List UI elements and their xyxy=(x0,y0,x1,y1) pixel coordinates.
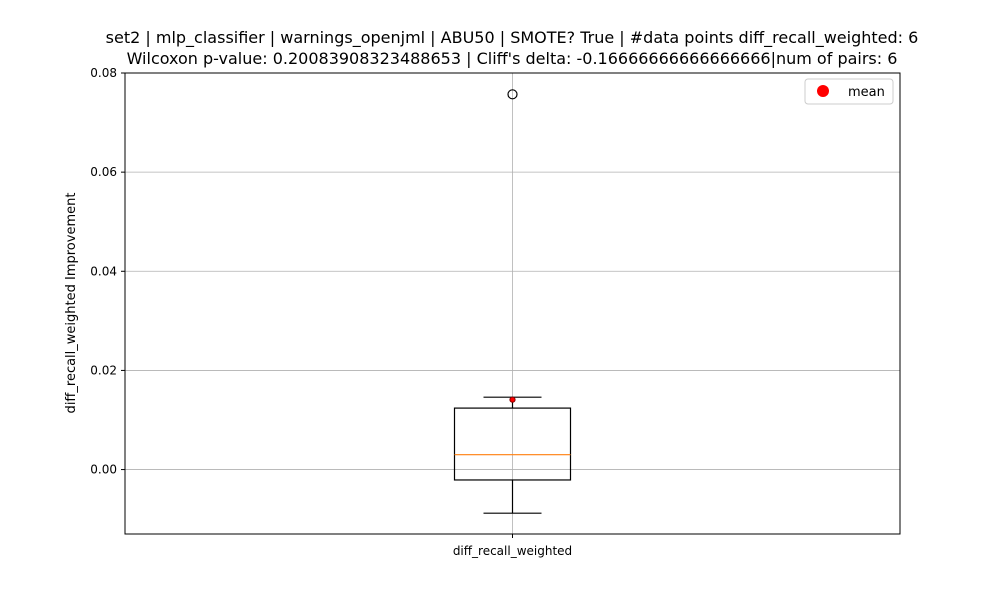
y-tick-label: 0.08 xyxy=(90,66,117,80)
plot-area xyxy=(453,89,572,514)
chart-title-line2: Wilcoxon p-value: 0.20083908323488653 | … xyxy=(127,49,898,68)
outlier-point xyxy=(507,89,518,100)
y-axis-label: diff_recall_weighted Improvement xyxy=(64,193,79,414)
legend-label-mean: mean xyxy=(848,85,885,100)
chart-title-line1: set2 | mlp_classifier | warnings_openjml… xyxy=(106,28,919,48)
mean-point xyxy=(509,396,516,403)
iqr-box xyxy=(453,407,572,481)
grid-lines xyxy=(125,72,900,534)
x-tick-label: diff_recall_weighted xyxy=(453,544,572,558)
axis-ticks: 0.00 0.02 0.04 0.06 0.08 diff_recall_weighted xyxy=(90,66,572,558)
legend: mean xyxy=(804,78,894,105)
legend-mean-marker xyxy=(817,85,829,97)
y-tick-label: 0.00 xyxy=(90,463,117,477)
y-tick-label: 0.04 xyxy=(90,264,117,278)
y-tick-label: 0.06 xyxy=(90,165,117,179)
legend-frame xyxy=(804,78,894,105)
y-tick-label: 0.02 xyxy=(90,363,117,377)
